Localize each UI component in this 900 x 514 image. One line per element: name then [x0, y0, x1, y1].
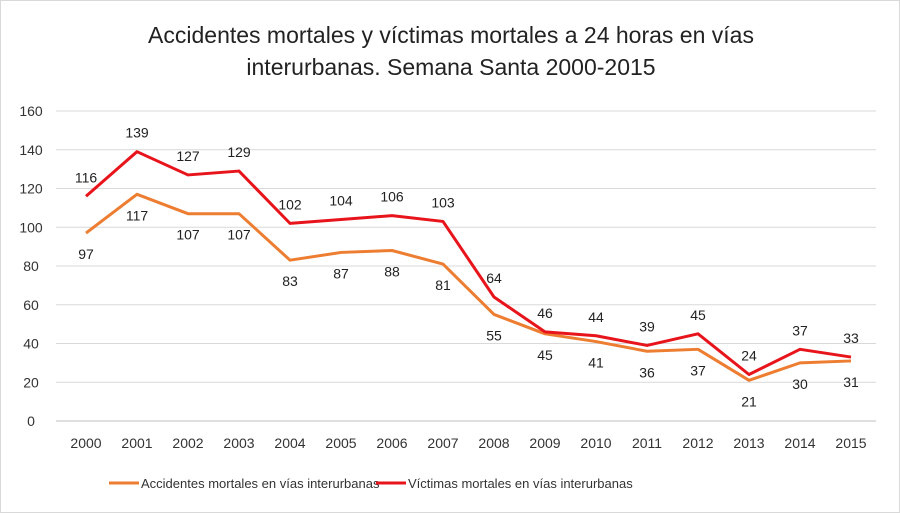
data-label: 107: [227, 227, 251, 243]
data-label: 33: [843, 330, 859, 346]
data-label: 106: [380, 189, 404, 205]
data-label: 127: [176, 148, 200, 164]
data-label: 30: [792, 376, 808, 392]
data-label: 21: [741, 393, 757, 409]
data-label: 39: [639, 318, 655, 334]
data-label: 37: [792, 322, 808, 338]
x-tick-label: 2013: [733, 435, 764, 451]
x-tick-label: 2001: [121, 435, 152, 451]
x-tick-label: 2014: [784, 435, 815, 451]
data-label: 64: [486, 270, 502, 286]
x-tick-label: 2003: [223, 435, 254, 451]
data-label: 104: [329, 193, 353, 209]
data-label: 46: [537, 305, 553, 321]
x-tick-label: 2011: [632, 435, 662, 451]
data-label: 139: [125, 125, 149, 141]
x-tick-label: 2009: [529, 435, 560, 451]
x-tick-label: 2006: [376, 435, 407, 451]
x-tick-label: 2000: [70, 435, 101, 451]
data-label: 24: [741, 348, 757, 364]
x-tick-label: 2002: [172, 435, 203, 451]
data-label: 81: [435, 277, 451, 293]
x-tick-label: 2015: [835, 435, 866, 451]
data-label: 129: [227, 144, 251, 160]
x-tick-label: 2010: [580, 435, 611, 451]
chart-title-line-1: Accidentes mortales y víctimas mortales …: [148, 22, 754, 48]
y-tick-label: 100: [19, 219, 43, 235]
x-tick-label: 2005: [325, 435, 356, 451]
data-label: 97: [78, 246, 94, 262]
data-label: 107: [176, 227, 200, 243]
y-tick-label: 160: [19, 103, 43, 119]
y-tick-label: 80: [23, 258, 39, 274]
data-label: 41: [588, 355, 604, 371]
data-label: 83: [282, 273, 298, 289]
data-label: 88: [384, 264, 400, 280]
data-label: 103: [431, 194, 455, 210]
data-label: 45: [537, 347, 553, 363]
legend-label: Víctimas mortales en vías interurbanas: [408, 476, 633, 491]
x-tick-label: 2008: [478, 435, 509, 451]
data-label: 31: [843, 374, 859, 390]
data-label: 55: [486, 327, 502, 343]
y-tick-label: 20: [23, 374, 39, 390]
y-tick-label: 60: [23, 297, 39, 313]
x-tick-label: 2007: [427, 435, 458, 451]
x-tick-label: 2012: [682, 435, 713, 451]
data-label: 116: [75, 169, 98, 185]
data-label: 87: [333, 265, 349, 281]
data-label: 37: [690, 362, 706, 378]
x-tick-label: 2004: [274, 435, 305, 451]
series-line-1: [85, 192, 852, 382]
data-label: 45: [690, 307, 706, 323]
series-line-2: [85, 150, 852, 376]
chart-title: Accidentes mortales y víctimas mortales …: [1, 19, 900, 83]
legend-label: Accidentes mortales en vías interurbanas: [141, 476, 380, 491]
y-tick-label: 140: [19, 142, 43, 158]
data-label: 44: [588, 309, 604, 325]
y-tick-label: 0: [27, 413, 35, 429]
data-label: 36: [639, 364, 655, 380]
data-label: 117: [126, 207, 149, 223]
y-tick-label: 40: [23, 336, 39, 352]
data-label: 102: [278, 196, 302, 212]
y-tick-label: 120: [19, 181, 43, 197]
chart-title-line-2: interurbanas. Semana Santa 2000-2015: [246, 54, 656, 80]
